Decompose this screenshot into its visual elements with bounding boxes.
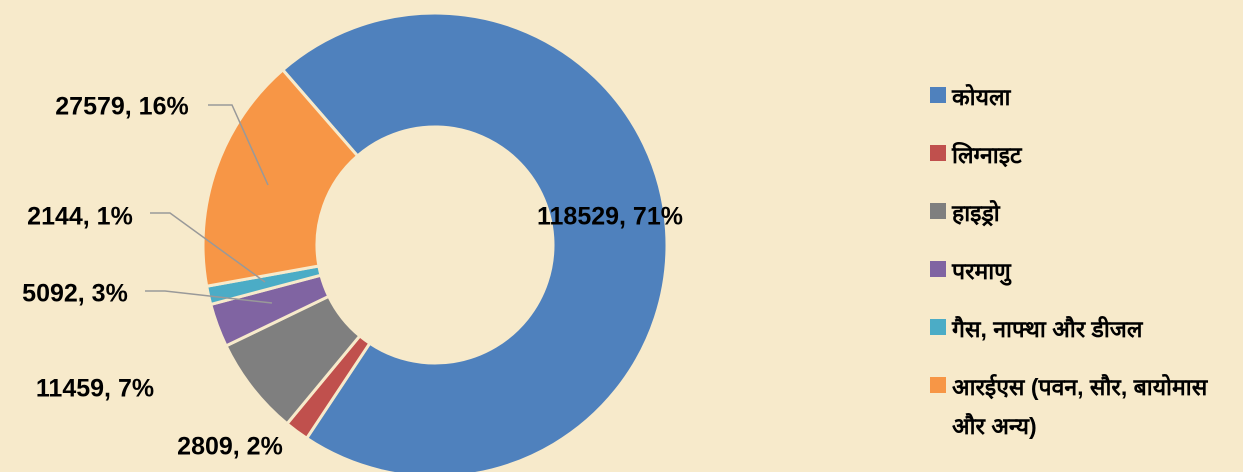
legend-swatch xyxy=(930,203,946,219)
data-label: 118529, 71% xyxy=(537,203,683,231)
legend-label: लिग्नाइट xyxy=(952,142,1022,168)
legend-label: आरईएस (पवन, सौर, बायोमास और अन्य) xyxy=(952,374,1208,439)
data-label: 2144, 1% xyxy=(27,203,133,231)
data-label: 2809, 2% xyxy=(177,433,283,461)
chart: 118529, 71% 2809, 2% 11459, 7% 5092, 3% 2144… xyxy=(22,11,683,472)
legend-swatch xyxy=(930,145,946,161)
legend-item: लिग्नाइट xyxy=(930,136,1242,175)
data-label: 11459, 7% xyxy=(36,375,154,403)
legend-label: कोयला xyxy=(952,84,1011,110)
legend-swatch xyxy=(930,377,946,393)
legend-label: गैस, नाफ्था और डीजल xyxy=(952,316,1143,342)
legend-item: परमाणु xyxy=(930,252,1242,291)
legend-label: परमाणु xyxy=(952,258,1011,284)
legend-item: आरईएस (पवन, सौर, बायोमास और अन्य) xyxy=(930,368,1242,446)
donut-slice xyxy=(201,67,360,288)
legend-item: कोयला xyxy=(930,78,1242,117)
donut-slice xyxy=(280,11,669,472)
leader-line xyxy=(208,104,269,186)
legend-label: हाइड्रो xyxy=(952,200,1000,226)
data-label: 5092, 3% xyxy=(22,280,128,308)
leader-line xyxy=(150,212,266,283)
legend: कोयला लिग्नाइट हाइड्रो परमाणु गैस, नाफ्था और… xyxy=(930,78,1242,465)
data-label: 27579, 16% xyxy=(55,93,188,121)
legend-swatch xyxy=(930,261,946,277)
legend-item: हाइड्रो xyxy=(930,194,1242,233)
legend-swatch xyxy=(930,319,946,335)
leader-line xyxy=(145,290,273,304)
legend-item: गैस, नाफ्था और डीजल xyxy=(930,310,1242,349)
legend-swatch xyxy=(930,87,946,103)
